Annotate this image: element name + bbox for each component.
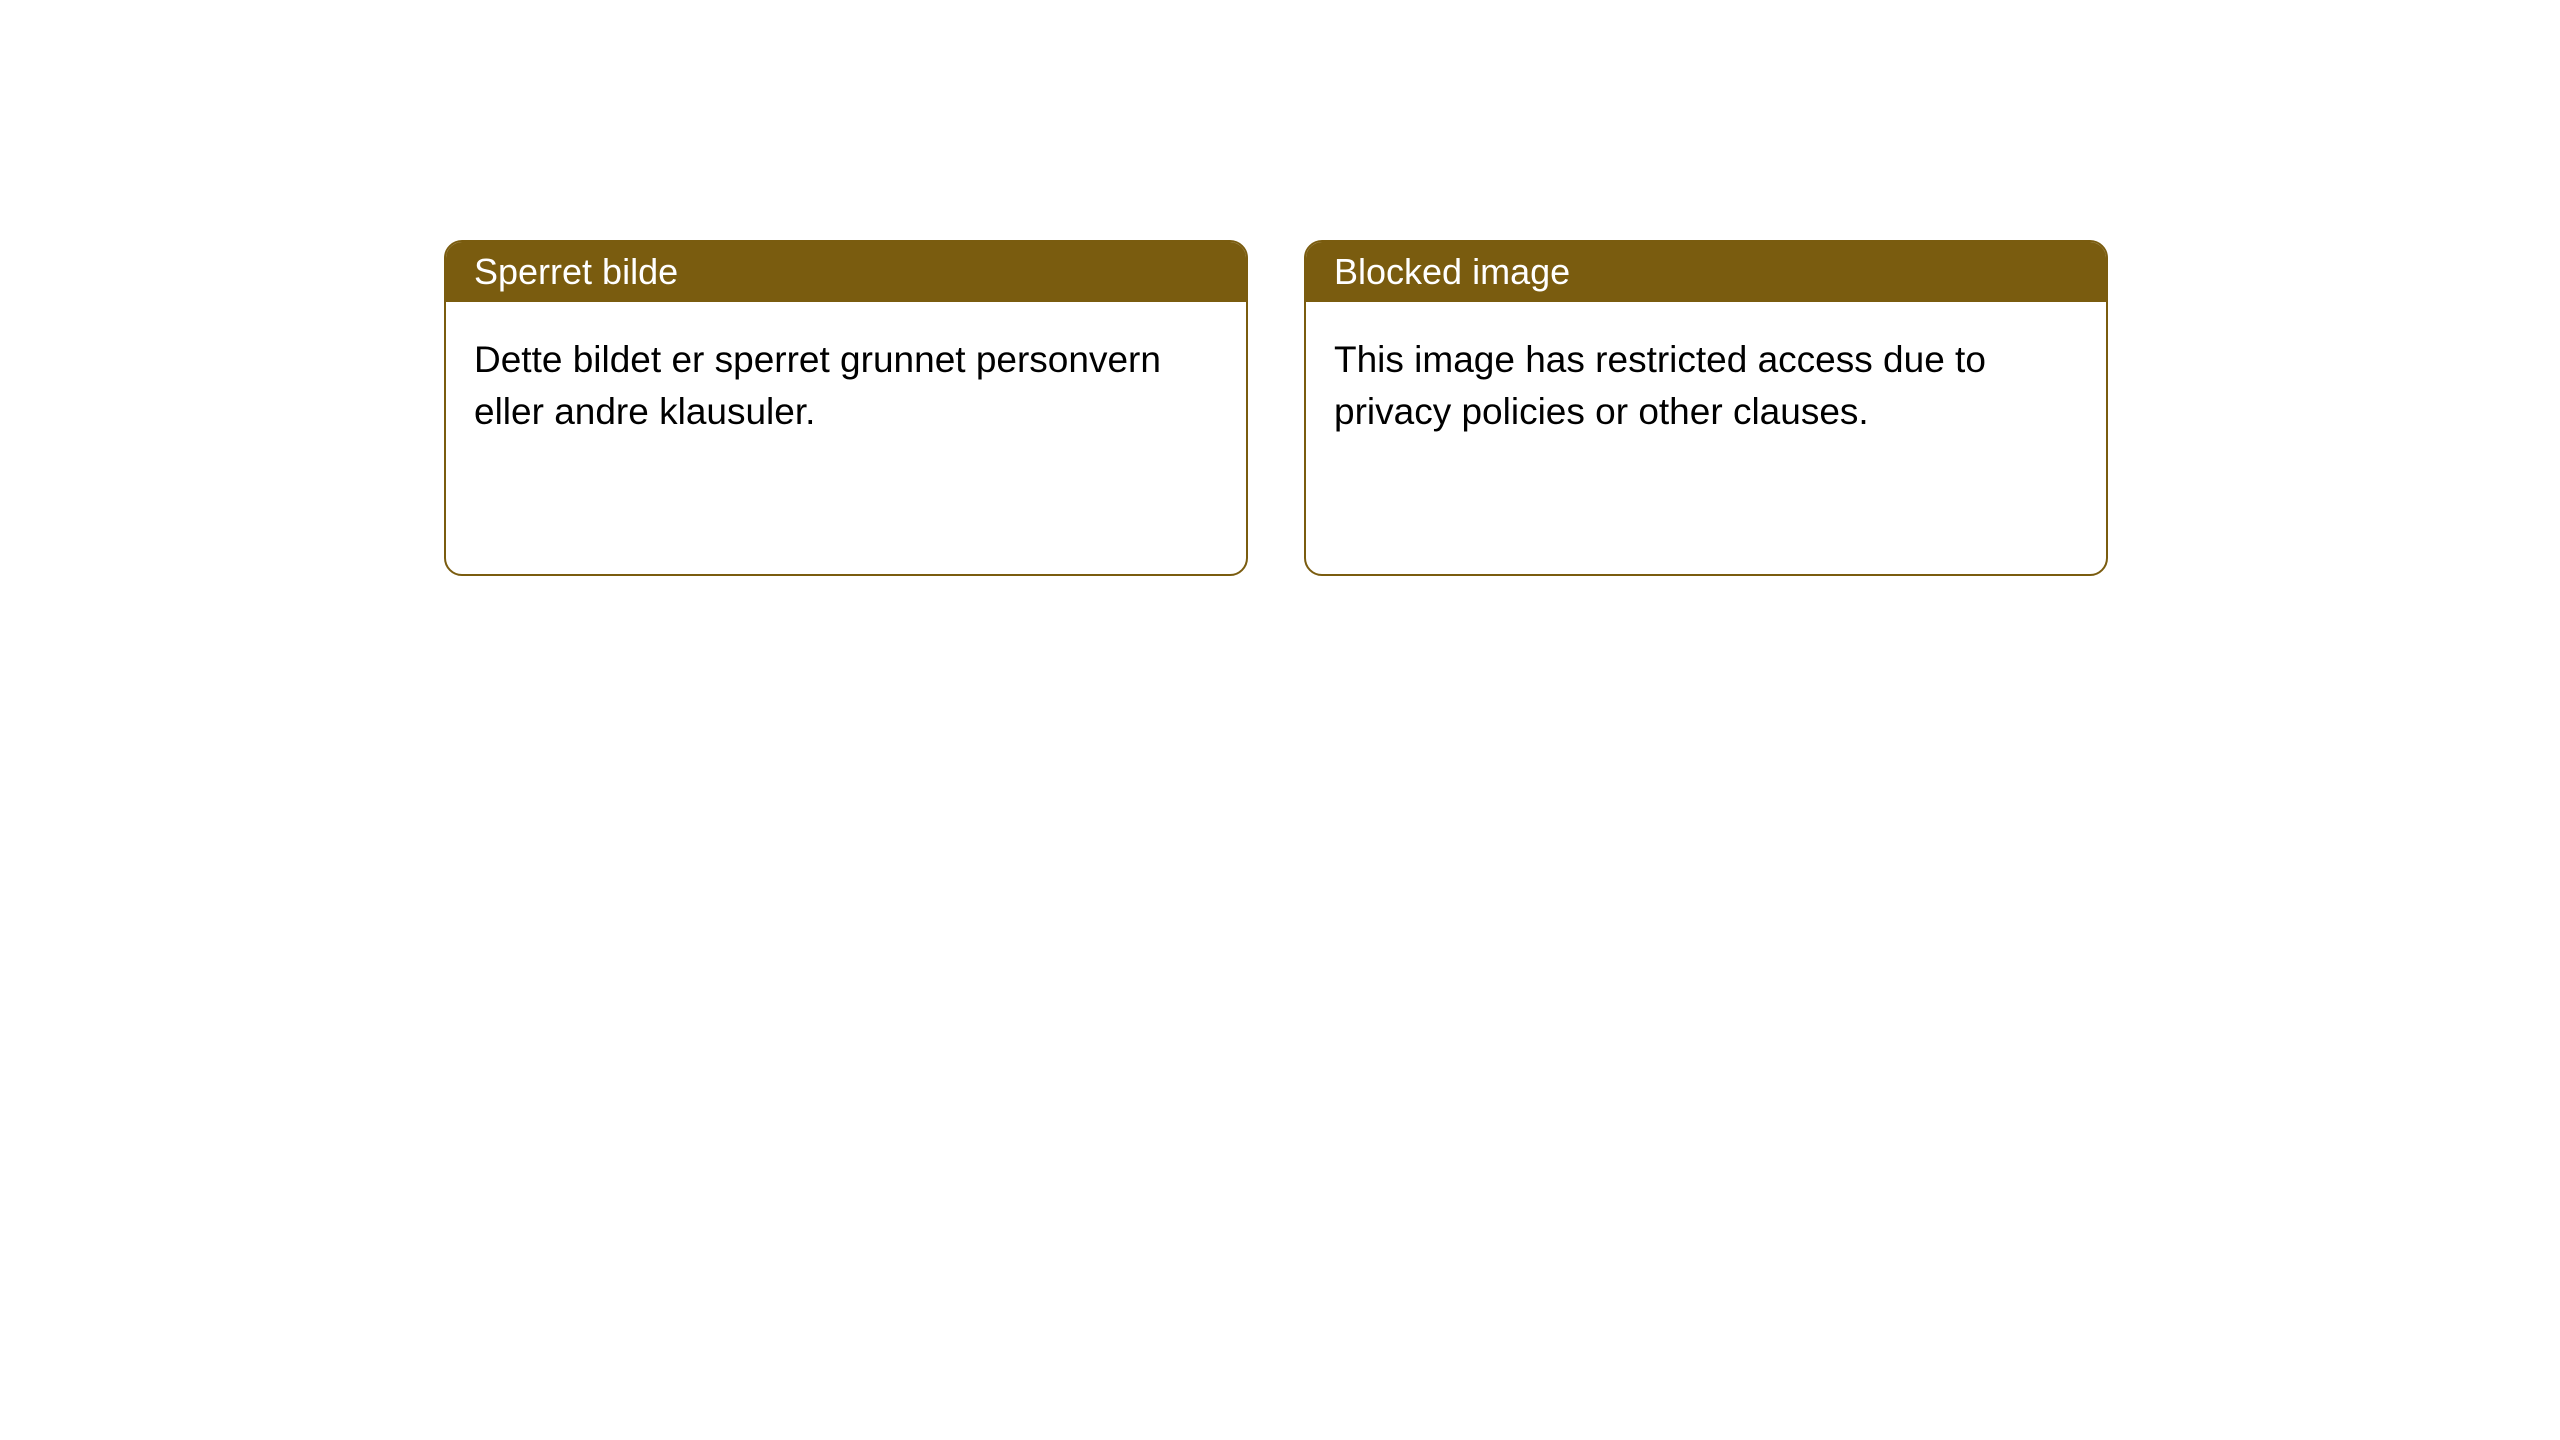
- notice-message-no: Dette bildet er sperret grunnet personve…: [474, 339, 1161, 432]
- notice-container: Sperret bilde Dette bildet er sperret gr…: [0, 0, 2560, 576]
- notice-message-en: This image has restricted access due to …: [1334, 339, 1986, 432]
- notice-title-no: Sperret bilde: [474, 251, 678, 293]
- notice-card-en: Blocked image This image has restricted …: [1304, 240, 2108, 576]
- notice-header-no: Sperret bilde: [446, 242, 1246, 302]
- notice-header-en: Blocked image: [1306, 242, 2106, 302]
- notice-card-no: Sperret bilde Dette bildet er sperret gr…: [444, 240, 1248, 576]
- notice-title-en: Blocked image: [1334, 251, 1570, 293]
- notice-body-en: This image has restricted access due to …: [1306, 302, 2106, 470]
- notice-body-no: Dette bildet er sperret grunnet personve…: [446, 302, 1246, 470]
